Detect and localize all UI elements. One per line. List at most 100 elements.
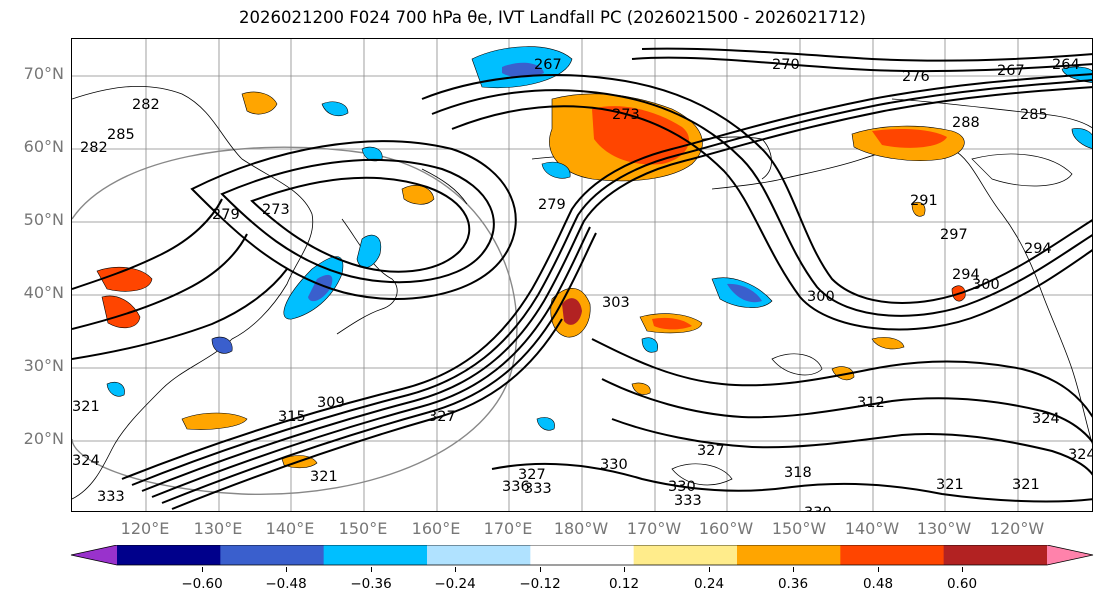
colorbar-extend-right [1047, 545, 1093, 565]
colorbar-outline [70, 545, 1094, 566]
contour-label: 267 [997, 63, 1025, 79]
ivt-cool-shading [106, 46, 1092, 431]
contour-label: 324 [72, 453, 100, 469]
lon-label-170w: 170°W [626, 519, 682, 538]
colorbar-tickmark [371, 567, 372, 572]
contour-label: 279 [212, 207, 240, 223]
colorbar-tickmark [709, 567, 710, 572]
colorbar-segment [323, 545, 428, 565]
lon-label-130w: 130°W [916, 519, 972, 538]
contour-label: 330 [600, 457, 628, 473]
lon-label-160e: 160°E [411, 519, 461, 538]
contour-label: 300 [972, 277, 1000, 293]
contour-label: 333 [524, 481, 552, 497]
lon-label-160w: 160°W [698, 519, 754, 538]
domain-outline [72, 146, 518, 496]
colorbar-extend-left [71, 545, 117, 565]
colorbar-segment [737, 545, 841, 565]
colorbar-tick-label: −0.48 [265, 576, 307, 592]
contour-label: 318 [784, 465, 812, 481]
contour-label: 327 [697, 443, 725, 459]
contour-label: 267 [534, 57, 562, 73]
colorbar-tick-label: −0.12 [519, 576, 561, 592]
contour-label: 330 [668, 479, 696, 495]
contour-label: 294 [952, 267, 980, 283]
colorbar-segment [840, 545, 945, 565]
lon-label-140e: 140°E [265, 519, 315, 538]
map-panel: 267 270 276 267 264 285 288 282 285 282 … [71, 38, 1093, 512]
lon-label-120w: 120°W [989, 519, 1045, 538]
contour-label: 324 [1068, 447, 1093, 463]
colorbar-tickmark [455, 567, 456, 572]
contour-label: 333 [97, 489, 125, 505]
contour-label: 276 [902, 69, 930, 85]
colorbar-tickmark [202, 567, 203, 572]
lat-label-50n: 50°N [23, 210, 64, 229]
colorbar-tick-label: 0.48 [862, 576, 894, 592]
contour-label: 333 [674, 493, 702, 509]
theta-e-contours [72, 47, 1092, 510]
contour-label: 321 [1012, 477, 1040, 493]
colorbar-segment [117, 545, 221, 565]
colorbar-tickmark [878, 567, 879, 572]
colorbar-tickmark [624, 567, 625, 572]
contour-label: 300 [807, 289, 835, 305]
colorbar-tick-label: −0.24 [434, 576, 476, 592]
colorbar-tickmark [793, 567, 794, 572]
contour-label: 321 [72, 399, 100, 415]
colorbar-tick-label: 0.24 [693, 576, 725, 592]
colorbar-tick-label: −0.60 [181, 576, 223, 592]
contour-label: 321 [310, 469, 338, 485]
contour-label: 303 [602, 295, 630, 311]
contour-label: 327 [428, 409, 456, 425]
graticule [72, 39, 1092, 511]
lon-label-120e: 120°E [120, 519, 170, 538]
colorbar-tickmark [540, 567, 541, 572]
colorbar-segment [427, 545, 531, 565]
colorbar-segment [943, 545, 1048, 565]
contour-label: 309 [317, 395, 345, 411]
lon-label-140w: 140°W [844, 519, 900, 538]
lat-label-20n: 20°N [23, 429, 64, 448]
colorbar-segment [633, 545, 738, 565]
lat-label-70n: 70°N [23, 64, 64, 83]
lon-label-170e: 170°E [483, 519, 533, 538]
contour-label: 321 [936, 477, 964, 493]
colorbar-segments [71, 545, 1093, 565]
ivt-warm-shading [96, 91, 966, 469]
chart-title: 2026021200 F024 700 hPa θe, IVT Landfall… [239, 8, 866, 27]
contour-label: 327 [518, 467, 546, 483]
contour-label: 288 [952, 115, 980, 131]
contour-label: 270 [772, 57, 800, 73]
lon-label-130e: 130°E [193, 519, 243, 538]
thin-contours [671, 153, 1073, 486]
map-svg: 267 270 276 267 264 285 288 282 285 282 … [72, 39, 1093, 512]
colorbar-tickmark [286, 567, 287, 572]
contour-label: 273 [612, 107, 640, 123]
contour-label: 312 [857, 395, 885, 411]
contour-label: 285 [1020, 107, 1048, 123]
contour-label: 330 [804, 505, 832, 512]
colorbar-segment [220, 545, 325, 565]
lon-label-150e: 150°E [338, 519, 388, 538]
contour-label: 294 [1024, 241, 1052, 257]
lon-label-150w: 150°W [771, 519, 827, 538]
contour-label: 264 [1052, 57, 1080, 73]
contour-label: 291 [910, 193, 938, 209]
contour-label: 273 [262, 202, 290, 218]
contour-labels: 267 270 276 267 264 285 288 282 285 282 … [72, 57, 1093, 512]
contour-label: 324 [1032, 411, 1060, 427]
contour-label: 297 [940, 227, 968, 243]
colorbar-tickmark [962, 567, 963, 572]
colorbar-segment [530, 545, 635, 565]
contour-label: 282 [80, 140, 108, 156]
contour-label: 285 [107, 127, 135, 143]
colorbar-tick-label: 0.12 [608, 576, 640, 592]
lat-label-60n: 60°N [23, 137, 64, 156]
lon-label-180w: 180°W [553, 519, 609, 538]
contour-label: 282 [132, 97, 160, 113]
contour-label: 336 [502, 479, 530, 495]
lat-label-40n: 40°N [23, 283, 64, 302]
colorbar-tick-label: −0.36 [350, 576, 392, 592]
colorbar [70, 545, 1094, 566]
